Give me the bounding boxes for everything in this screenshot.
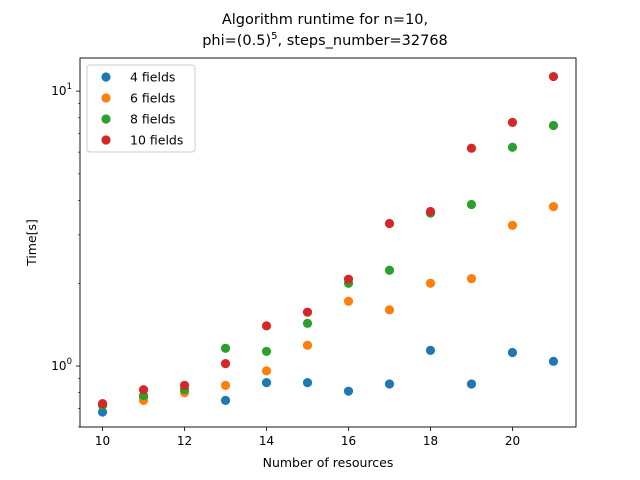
data-point: [261, 378, 272, 388]
x-tick-label: 20: [505, 434, 520, 448]
data-point: [384, 265, 395, 275]
data-point: [548, 71, 559, 82]
data-point: [343, 386, 354, 396]
chart-title-line1: Algorithm runtime for n=10,: [221, 12, 429, 28]
plot-frame: [79, 57, 577, 428]
x-tick-label: 12: [177, 434, 192, 448]
data-point: [138, 385, 149, 395]
data-point: [384, 379, 395, 389]
legend-label: 8 fields: [130, 112, 175, 127]
data-point: [507, 347, 518, 358]
legend-box: [86, 64, 196, 153]
data-point: [220, 395, 231, 405]
data-point: [302, 307, 313, 317]
data-point: [97, 398, 108, 409]
legend-label: 10 fields: [130, 133, 183, 148]
data-point: [548, 356, 559, 366]
legend-marker: [101, 114, 111, 124]
data-point: [302, 318, 313, 328]
y-tick-label: 100: [51, 357, 72, 373]
x-tick-label: 18: [423, 434, 438, 448]
chart-title-superscript: 5: [271, 31, 278, 42]
series-8-fields: [97, 120, 559, 410]
x-tick-label: 10: [95, 434, 110, 448]
data-point: [425, 278, 436, 288]
series-10-fields: [97, 71, 559, 409]
data-point: [466, 143, 477, 153]
data-point: [548, 120, 559, 131]
data-point: [343, 274, 354, 284]
data-point: [507, 220, 518, 230]
legend: 4 fields 6 fields 8 fields 10 fields: [86, 64, 196, 153]
data-point: [466, 199, 477, 210]
data-point: [507, 142, 518, 152]
series-6-fields: [97, 202, 559, 410]
data-point: [343, 296, 354, 306]
data-point: [466, 379, 477, 389]
data-point: [384, 305, 395, 315]
data-point: [179, 380, 190, 391]
data-point: [220, 380, 231, 391]
series-4-fields: [97, 345, 559, 417]
data-point: [548, 202, 559, 212]
data-point: [261, 346, 272, 357]
x-tick-label: 14: [259, 434, 274, 448]
legend-marker: [101, 135, 111, 145]
data-point: [507, 117, 518, 127]
data-point: [302, 340, 313, 350]
data-point: [425, 206, 436, 217]
legend-marker: [101, 72, 111, 82]
data-point: [384, 218, 395, 229]
x-axis-label: Number of resources: [263, 455, 394, 470]
data-point: [220, 359, 231, 369]
y-axis-label: Time[s]: [24, 219, 39, 267]
legend-marker: [101, 93, 111, 103]
chart-title-line2-after: , steps_number=32768: [277, 33, 448, 49]
chart-title-line2: phi=(0.5)5, steps_number=32768: [0, 31, 640, 49]
legend-label: 6 fields: [130, 91, 175, 106]
y-tick-label: 101: [51, 82, 72, 98]
data-point: [261, 366, 272, 376]
data-point: [261, 321, 272, 331]
chart-title-line2-before: phi=(0.5): [202, 33, 272, 49]
data-point: [425, 345, 436, 355]
data-point: [466, 273, 477, 284]
legend-label: 4 fields: [130, 70, 175, 85]
data-point: [302, 378, 313, 388]
x-tick-label: 16: [341, 434, 356, 448]
data-point: [97, 407, 108, 417]
data-point: [220, 343, 231, 353]
